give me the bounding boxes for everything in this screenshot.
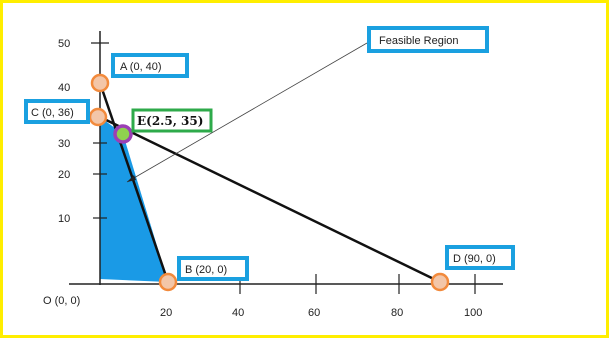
x-tick-label-20: 20 — [160, 307, 172, 319]
y-tick-label-10: 10 — [58, 213, 70, 225]
point-e-label-text: E(2.5, 35) — [137, 114, 203, 128]
point-d-marker — [430, 272, 450, 292]
point-d-label: D (90, 0) — [445, 245, 515, 270]
feasible-region-pointer-arrowhead — [127, 175, 136, 182]
point-d-label-text: D (90, 0) — [453, 253, 496, 265]
feasible-region-label: Feasible Region — [367, 26, 489, 53]
feasible-region-chart: 50 40 30 20 10 20 40 60 80 100 O (0, 0) … — [24, 26, 515, 319]
x-tick-label-40: 40 — [232, 307, 244, 319]
x-tick-label-100: 100 — [464, 307, 482, 319]
y-tick-label-40: 40 — [58, 82, 70, 94]
point-e-label: E(2.5, 35) — [131, 108, 213, 133]
point-c-marker — [88, 107, 108, 127]
point-a-marker — [90, 73, 110, 93]
point-b-label-text: B (20, 0) — [185, 264, 227, 276]
y-tick-label-30: 30 — [58, 138, 70, 150]
point-a-label: A (0, 40) — [111, 53, 189, 78]
constraint-line-c-d — [99, 115, 441, 284]
feasible-region — [100, 117, 168, 282]
y-tick-label-50: 50 — [58, 38, 70, 50]
origin-label: O (0, 0) — [43, 295, 80, 307]
feasible-region-pointer — [126, 42, 368, 183]
x-tick-label-60: 60 — [308, 307, 320, 319]
feasible-region-label-text: Feasible Region — [379, 35, 459, 47]
y-tick-label-20: 20 — [58, 169, 70, 181]
point-a-label-text: A (0, 40) — [120, 61, 162, 73]
point-c-label-text: C (0, 36) — [31, 107, 74, 119]
constraint-line-a-b — [98, 82, 170, 283]
point-e-marker — [113, 124, 133, 144]
point-c-label: C (0, 36) — [24, 99, 90, 124]
x-tick-label-80: 80 — [391, 307, 403, 319]
point-b-label: B (20, 0) — [177, 256, 249, 281]
point-b-marker — [158, 272, 178, 292]
